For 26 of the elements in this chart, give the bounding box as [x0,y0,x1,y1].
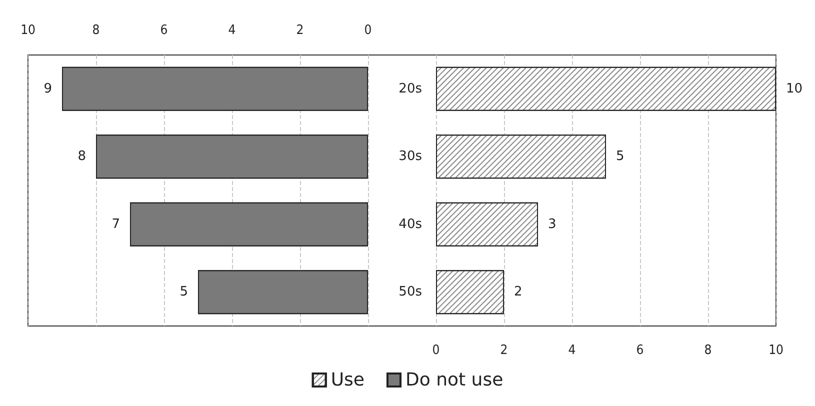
x-tick-label: 8 [704,343,712,358]
x-tick-label: 10 [768,343,784,358]
x-tick-label: 4 [228,23,236,38]
y-tick-label: 40s [398,216,422,232]
data-label: 2 [514,284,522,300]
data-label: 5 [180,284,188,300]
data-label: 3 [548,216,556,232]
text: Use [330,370,364,390]
x-tick-label: 0 [432,343,440,358]
data-label: 10 [786,81,803,96]
x-tick-label: 8 [92,23,100,38]
data-label: 7 [112,216,120,232]
data-label: 8 [78,149,86,164]
legend-label: Do not use [405,370,504,390]
x-tick-label: 10 [20,23,36,38]
x-tick-label: 2 [296,23,304,38]
x-tick-label: 6 [636,343,644,358]
y-tick-label: 20s [398,81,422,96]
x-tick-label: 0 [364,23,372,38]
data-label: 9 [44,81,52,96]
x-tick-label: 6 [160,23,168,38]
x-tick-label: 4 [568,343,576,358]
y-tick-label: 50s [398,284,422,300]
data-label: 5 [616,149,624,164]
y-tick-label: 30s [398,149,422,164]
x-tick-label: 2 [500,343,508,358]
